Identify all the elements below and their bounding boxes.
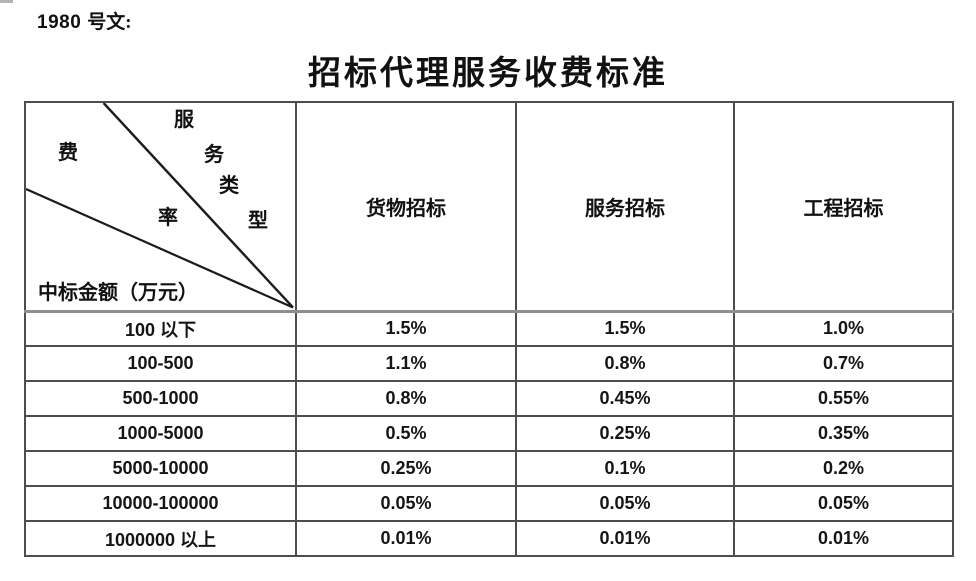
corner-service-type-char: 服 bbox=[174, 109, 194, 131]
fee-value: 0.01% bbox=[515, 520, 735, 557]
table-header-row: 服 务 类 型 费 率 中标金额（万元） 货物招标 服务招标 工程招标 bbox=[24, 101, 954, 313]
table-row: 5000-10000 0.25% 0.1% 0.2% bbox=[24, 450, 954, 487]
page-corner-mark bbox=[0, 0, 13, 3]
fee-value: 0.01% bbox=[295, 520, 517, 557]
column-header-services: 服务招标 bbox=[515, 101, 735, 313]
row-label: 1000-5000 bbox=[24, 415, 297, 452]
row-label: 1000000 以上 bbox=[24, 520, 297, 557]
table-row: 1000000 以上 0.01% 0.01% 0.01% bbox=[24, 520, 954, 557]
fee-value: 0.55% bbox=[733, 380, 954, 417]
fee-value: 0.8% bbox=[295, 380, 517, 417]
table-row: 500-1000 0.8% 0.45% 0.55% bbox=[24, 380, 954, 417]
doc-suffix: 号文: bbox=[87, 12, 132, 33]
fee-value: 0.25% bbox=[515, 415, 735, 452]
row-label: 100 以下 bbox=[24, 310, 297, 347]
corner-service-type-char: 类 bbox=[219, 175, 239, 197]
fee-value: 0.25% bbox=[295, 450, 517, 487]
corner-service-type-char: 型 bbox=[248, 210, 268, 232]
doc-reference: 1980 号文: bbox=[37, 7, 132, 34]
corner-fee-rate-char: 率 bbox=[158, 207, 178, 229]
fee-value: 0.1% bbox=[515, 450, 735, 487]
fee-value: 0.7% bbox=[733, 345, 954, 382]
fee-value: 1.5% bbox=[515, 310, 735, 347]
diagonal-split-lines-icon bbox=[26, 103, 294, 309]
fee-value: 0.8% bbox=[515, 345, 735, 382]
doc-number: 1980 bbox=[37, 12, 82, 33]
fee-value: 0.05% bbox=[295, 485, 517, 522]
column-header-engineering: 工程招标 bbox=[733, 101, 954, 313]
row-label: 10000-100000 bbox=[24, 485, 297, 522]
table-row: 100-500 1.1% 0.8% 0.7% bbox=[24, 345, 954, 382]
table-row: 10000-100000 0.05% 0.05% 0.05% bbox=[24, 485, 954, 522]
fee-value: 0.2% bbox=[733, 450, 954, 487]
fee-value: 0.05% bbox=[733, 485, 954, 522]
diagonal-corner-content: 服 务 类 型 费 率 中标金额（万元） bbox=[26, 103, 295, 310]
fee-value: 1.1% bbox=[295, 345, 517, 382]
column-header-goods: 货物招标 bbox=[295, 101, 517, 313]
fee-value: 1.0% bbox=[733, 310, 954, 347]
page-title: 招标代理服务收费标准 bbox=[308, 56, 668, 92]
table-row: 1000-5000 0.5% 0.25% 0.35% bbox=[24, 415, 954, 452]
table-row: 100 以下 1.5% 1.5% 1.0% bbox=[24, 310, 954, 347]
row-label: 500-1000 bbox=[24, 380, 297, 417]
corner-fee-rate-char: 费 bbox=[58, 142, 78, 164]
corner-service-type-char: 务 bbox=[204, 144, 224, 166]
row-label: 100-500 bbox=[24, 345, 297, 382]
fee-value: 0.45% bbox=[515, 380, 735, 417]
fee-value: 0.5% bbox=[295, 415, 517, 452]
fee-standard-table: 服 务 类 型 费 率 中标金额（万元） 货物招标 服务招标 工程招标 100 … bbox=[24, 101, 954, 557]
fee-value: 1.5% bbox=[295, 310, 517, 347]
fee-value: 0.35% bbox=[733, 415, 954, 452]
fee-value: 0.01% bbox=[733, 520, 954, 557]
row-label: 5000-10000 bbox=[24, 450, 297, 487]
fee-value: 0.05% bbox=[515, 485, 735, 522]
diagonal-corner-cell: 服 务 类 型 费 率 中标金额（万元） bbox=[24, 101, 297, 313]
corner-amount-label: 中标金额（万元） bbox=[38, 281, 198, 304]
